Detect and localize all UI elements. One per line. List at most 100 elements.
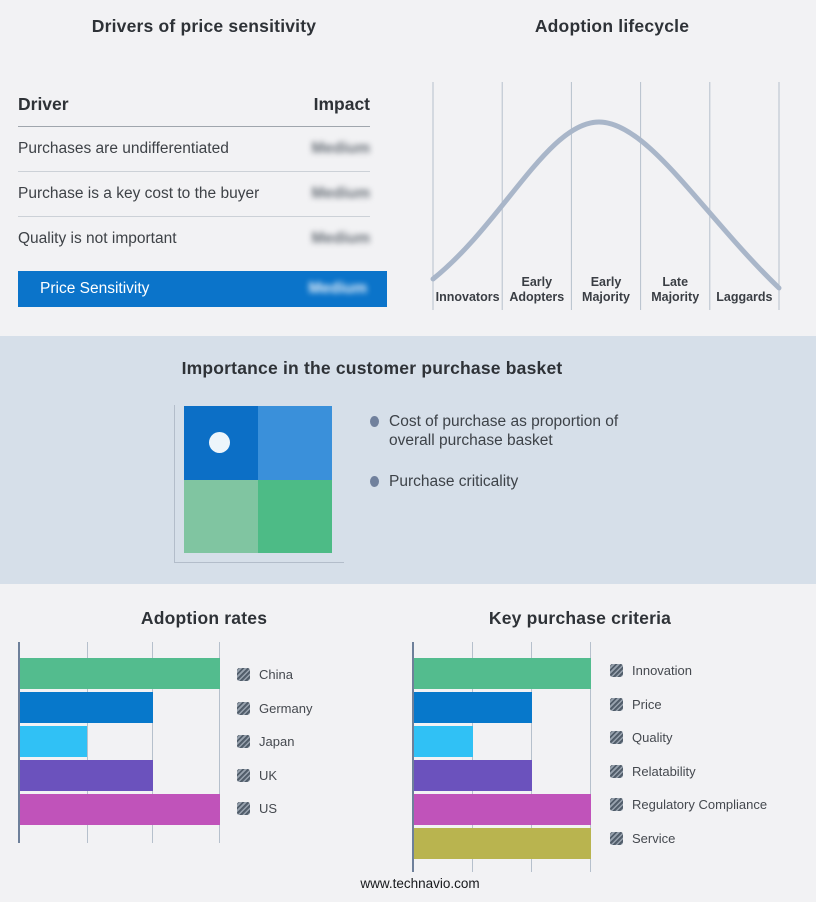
table-row: Quality is not important Medium	[18, 217, 370, 261]
stage-label-laggards: Laggards	[716, 290, 773, 304]
y-axis	[412, 642, 414, 872]
impact-cell-blurred: Medium	[311, 140, 370, 157]
bar-relatability	[414, 760, 532, 791]
drivers-table-header: Driver Impact	[18, 94, 370, 127]
legend-item-china: China	[237, 658, 312, 692]
legend-item-germany: Germany	[237, 692, 312, 726]
bullet-icon	[370, 476, 379, 487]
legend-label: Innovation	[632, 663, 692, 679]
price-sensitivity-label: Price Sensitivity	[40, 280, 150, 297]
legend-item-innovation: Innovation	[610, 654, 767, 688]
bar-regulatory-compliance	[414, 794, 591, 825]
legend-swatch-icon	[610, 664, 623, 678]
gridline	[531, 642, 533, 872]
quadrant-top-left	[184, 406, 258, 480]
stage-label-innovators: Innovators	[435, 290, 500, 304]
bar-germany	[20, 692, 154, 723]
bar-service	[414, 828, 591, 859]
gridline	[219, 642, 220, 843]
legend-label: Relatability	[632, 763, 696, 779]
list-item: Purchase criticality	[370, 472, 641, 491]
bar-china	[20, 658, 220, 689]
legend-label: Germany	[259, 700, 313, 716]
adoption-lifecycle-chart	[430, 82, 782, 310]
bar-us	[20, 794, 220, 825]
lifecycle-stage-labels: Innovators Early Adopters Early Majority La…	[408, 270, 816, 305]
legend-swatch-icon	[610, 731, 623, 745]
legend-swatch-icon	[237, 668, 250, 682]
bullet-text: Cost of purchase as proportion of overal…	[389, 413, 619, 449]
impact-cell-blurred: Medium	[311, 185, 370, 202]
gridline	[471, 642, 473, 872]
quadrant-bottom-left	[184, 479, 258, 553]
quadrant-top-right	[258, 406, 332, 480]
gridline	[151, 642, 153, 843]
legend-item-quality: Quality	[610, 721, 767, 755]
legend-label: US	[259, 801, 278, 817]
adoption-rates-chart	[18, 642, 220, 843]
bar-uk	[20, 760, 154, 791]
adoption-rates-bars	[20, 658, 220, 825]
driver-cell: Quality is not important	[18, 230, 177, 247]
top-band: Drivers of price sensitivity Driver Impa…	[0, 0, 816, 336]
price-sensitivity-value-blurred: Medium	[308, 280, 367, 297]
quadrant-x-axis	[174, 562, 344, 563]
table-row: Purchase is a key cost to the buyer Medi…	[18, 172, 370, 217]
drivers-table: Driver Impact Purchases are undifferenti…	[18, 94, 370, 261]
key-criteria-title: Key purchase criteria	[488, 608, 672, 628]
legend-swatch-icon	[237, 735, 250, 749]
legend-swatch-icon	[237, 802, 250, 816]
legend-swatch-icon	[610, 831, 623, 845]
gridline	[87, 642, 89, 843]
purchase-basket-quadrant	[184, 406, 332, 553]
basket-bullet-list: Cost of purchase as proportion of overal…	[370, 412, 641, 513]
legend-item-regulatory-compliance: Regulatory Compliance	[610, 788, 767, 822]
bar-quality	[414, 726, 473, 757]
legend-item-service: Service	[610, 822, 767, 856]
bullet-text: Purchase criticality	[389, 473, 519, 490]
purchase-basket-band: Importance in the customer purchase bask…	[0, 336, 816, 584]
legend-item-japan: Japan	[237, 725, 312, 759]
bar-price	[414, 692, 532, 723]
adoption-rates-title: Adoption rates	[140, 608, 268, 628]
lifecycle-panel-title: Adoption lifecycle	[534, 16, 690, 36]
stage-label-early-majority: Early Majority	[582, 275, 630, 304]
driver-column-header: Driver	[18, 94, 69, 114]
legend-item-relatability: Relatability	[610, 755, 767, 789]
legend-label: Service	[632, 830, 676, 846]
lifecycle-gridlines	[432, 82, 780, 310]
quadrant-y-axis	[174, 405, 175, 563]
bar-japan	[20, 726, 87, 757]
legend-swatch-icon	[610, 798, 623, 812]
basket-panel-title: Importance in the customer purchase bask…	[181, 358, 563, 378]
driver-cell: Purchases are undifferentiated	[18, 140, 229, 157]
bell-curve	[430, 119, 782, 291]
gridline	[590, 642, 591, 872]
website-url: www.technavio.com	[360, 876, 480, 891]
drivers-panel-title: Drivers of price sensitivity	[91, 16, 317, 36]
legend-swatch-icon	[610, 764, 623, 778]
legend-label: UK	[259, 767, 278, 783]
bar-innovation	[414, 658, 591, 689]
stage-label-early-adopters: Early Adopters	[509, 275, 565, 304]
legend-swatch-icon	[237, 768, 250, 782]
adoption-rates-legend: China Germany Japan UK US	[237, 658, 312, 826]
legend-label: Japan	[259, 734, 295, 750]
legend-item-us: US	[237, 792, 312, 826]
key-criteria-chart	[412, 642, 591, 872]
legend-label: Price	[632, 696, 662, 712]
quadrant-bottom-right	[258, 479, 332, 553]
position-marker-dot	[209, 432, 230, 453]
legend-label: Regulatory Compliance	[632, 797, 768, 813]
legend-swatch-icon	[237, 701, 250, 715]
legend-item-price: Price	[610, 688, 767, 722]
price-sensitivity-summary-bar: Price Sensitivity Medium	[18, 271, 387, 307]
legend-swatch-icon	[610, 697, 623, 711]
table-row: Purchases are undifferentiated Medium	[18, 127, 370, 172]
stage-label-late-majority: Late Majority	[651, 275, 700, 304]
key-criteria-bars	[414, 658, 591, 859]
bullet-icon	[370, 416, 379, 427]
driver-cell: Purchase is a key cost to the buyer	[18, 185, 260, 202]
legend-label: Quality	[632, 730, 673, 746]
